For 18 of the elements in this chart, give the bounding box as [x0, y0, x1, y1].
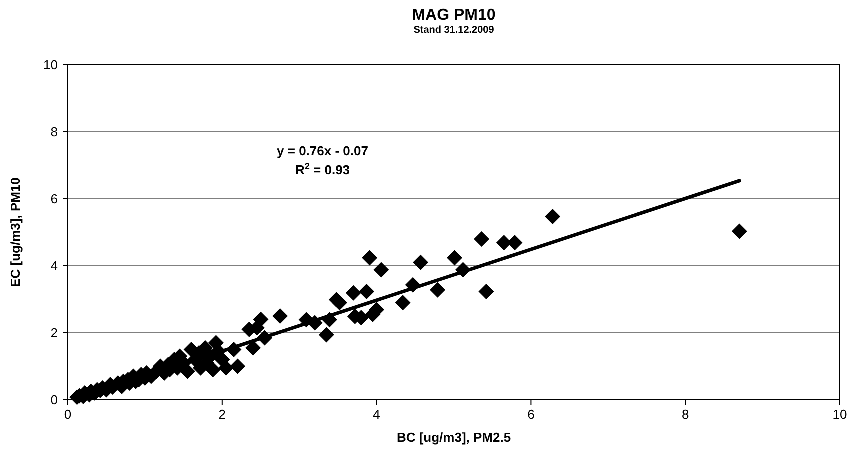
y-tick-label: 10	[44, 58, 58, 72]
y-axis-title: EC [ug/m3], PM10	[8, 178, 23, 288]
x-tick-label: 0	[64, 407, 72, 422]
x-axis-title: BC [ug/m3], PM2.5	[396, 430, 512, 445]
x-tick-label: 2	[218, 407, 226, 422]
x-tick-label: 10	[832, 407, 848, 422]
y-tick-label: 0	[50, 392, 58, 408]
x-tick-label: 6	[528, 407, 535, 422]
y-tick-label: 6	[50, 192, 58, 206]
x-tick-label: 8	[682, 407, 690, 422]
chart-title: MAG PM10	[412, 7, 496, 24]
y-tick-label: 4	[50, 258, 58, 274]
annotation: R$^{2}$ = 0.93	[295, 161, 350, 178]
y-tick-label: 8	[50, 124, 58, 140]
x-tick-label: 4	[373, 407, 380, 422]
annotation: y = 0.76x - 0.07	[277, 143, 368, 158]
chart-subtitle: Stand 31.12.2009	[414, 25, 495, 36]
y-tick-label: 2	[50, 326, 58, 340]
